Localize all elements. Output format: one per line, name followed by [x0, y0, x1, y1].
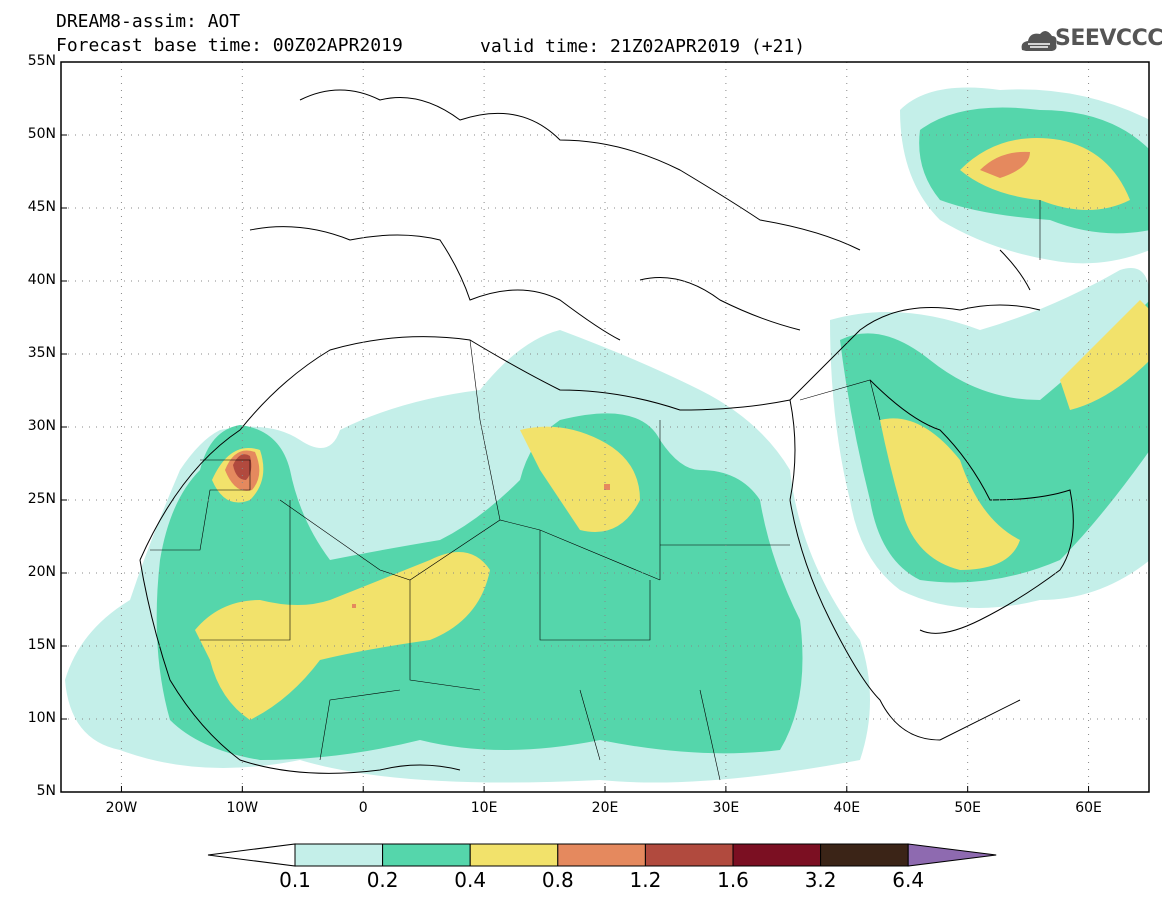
lat-tick-label: 10N [27, 710, 56, 726]
colorbar-cell [732, 843, 822, 867]
lon-tick-label: 20E [591, 800, 619, 816]
tick-marks [61, 61, 1090, 793]
lon-tick-label: 30E [712, 800, 740, 816]
colorbar-cell [644, 843, 734, 867]
colorbar-level-label: 0.1 [279, 868, 311, 892]
lon-tick-label: 0 [358, 800, 368, 816]
lon-tick-label: 50E [954, 800, 981, 816]
lat-tick-label: 50N [27, 126, 56, 142]
borders [150, 200, 1041, 781]
lat-tick-label: 15N [27, 637, 56, 653]
colorbar-under-arrow [207, 843, 296, 867]
lon-tick-label: 10W [226, 800, 259, 816]
aot-level-1.2 [233, 454, 252, 480]
lat-tick-label: 55N [27, 53, 56, 69]
colorbar-cell [382, 843, 471, 867]
lat-tick-label: 35N [27, 345, 56, 361]
lat-tick-label: 25N [27, 491, 56, 507]
lon-tick-label: 60E [1075, 800, 1102, 816]
forecast-base-time: Forecast base time: 00Z02APR2019 [56, 35, 403, 56]
colorbar-over-arrow [907, 843, 997, 867]
colorbar-level-label: 1.2 [629, 868, 662, 892]
cloud-logo-icon [1021, 30, 1057, 51]
aot-field [65, 87, 1149, 783]
lon-tick-label: 10E [470, 800, 498, 816]
coastlines [139, 89, 1074, 774]
colorbar-cell [820, 843, 909, 867]
colorbar-level-label: 0.2 [366, 868, 399, 892]
lat-tick-label: 45N [27, 199, 56, 215]
colorbar-level-label: 3.2 [804, 868, 837, 892]
colorbar-level-label: 0.8 [541, 868, 574, 892]
aot-level-0.4 [195, 138, 1149, 720]
lat-tick-label: 5N [36, 783, 56, 799]
valid-time: valid time: 21Z02APR2019 (+21) [480, 36, 806, 57]
colorbar-level-label: 6.4 [892, 868, 925, 892]
map-title: DREAM8-assim: AOT [56, 11, 241, 32]
colorbar-cell [294, 843, 384, 867]
lat-tick-label: 30N [27, 418, 56, 434]
logo-text: SEEVCCC [1055, 26, 1163, 51]
colorbar-level-label: 1.6 [717, 868, 749, 892]
lon-tick-label: 20W [105, 800, 138, 816]
gridlines [61, 61, 1149, 793]
colorbar-cell [557, 843, 646, 867]
lon-tick-label: 40E [833, 800, 861, 816]
lat-tick-label: 40N [27, 272, 56, 288]
colorbar-cell [469, 843, 559, 867]
colorbar-level-label: 0.4 [454, 868, 487, 892]
lat-tick-label: 20N [27, 564, 56, 580]
